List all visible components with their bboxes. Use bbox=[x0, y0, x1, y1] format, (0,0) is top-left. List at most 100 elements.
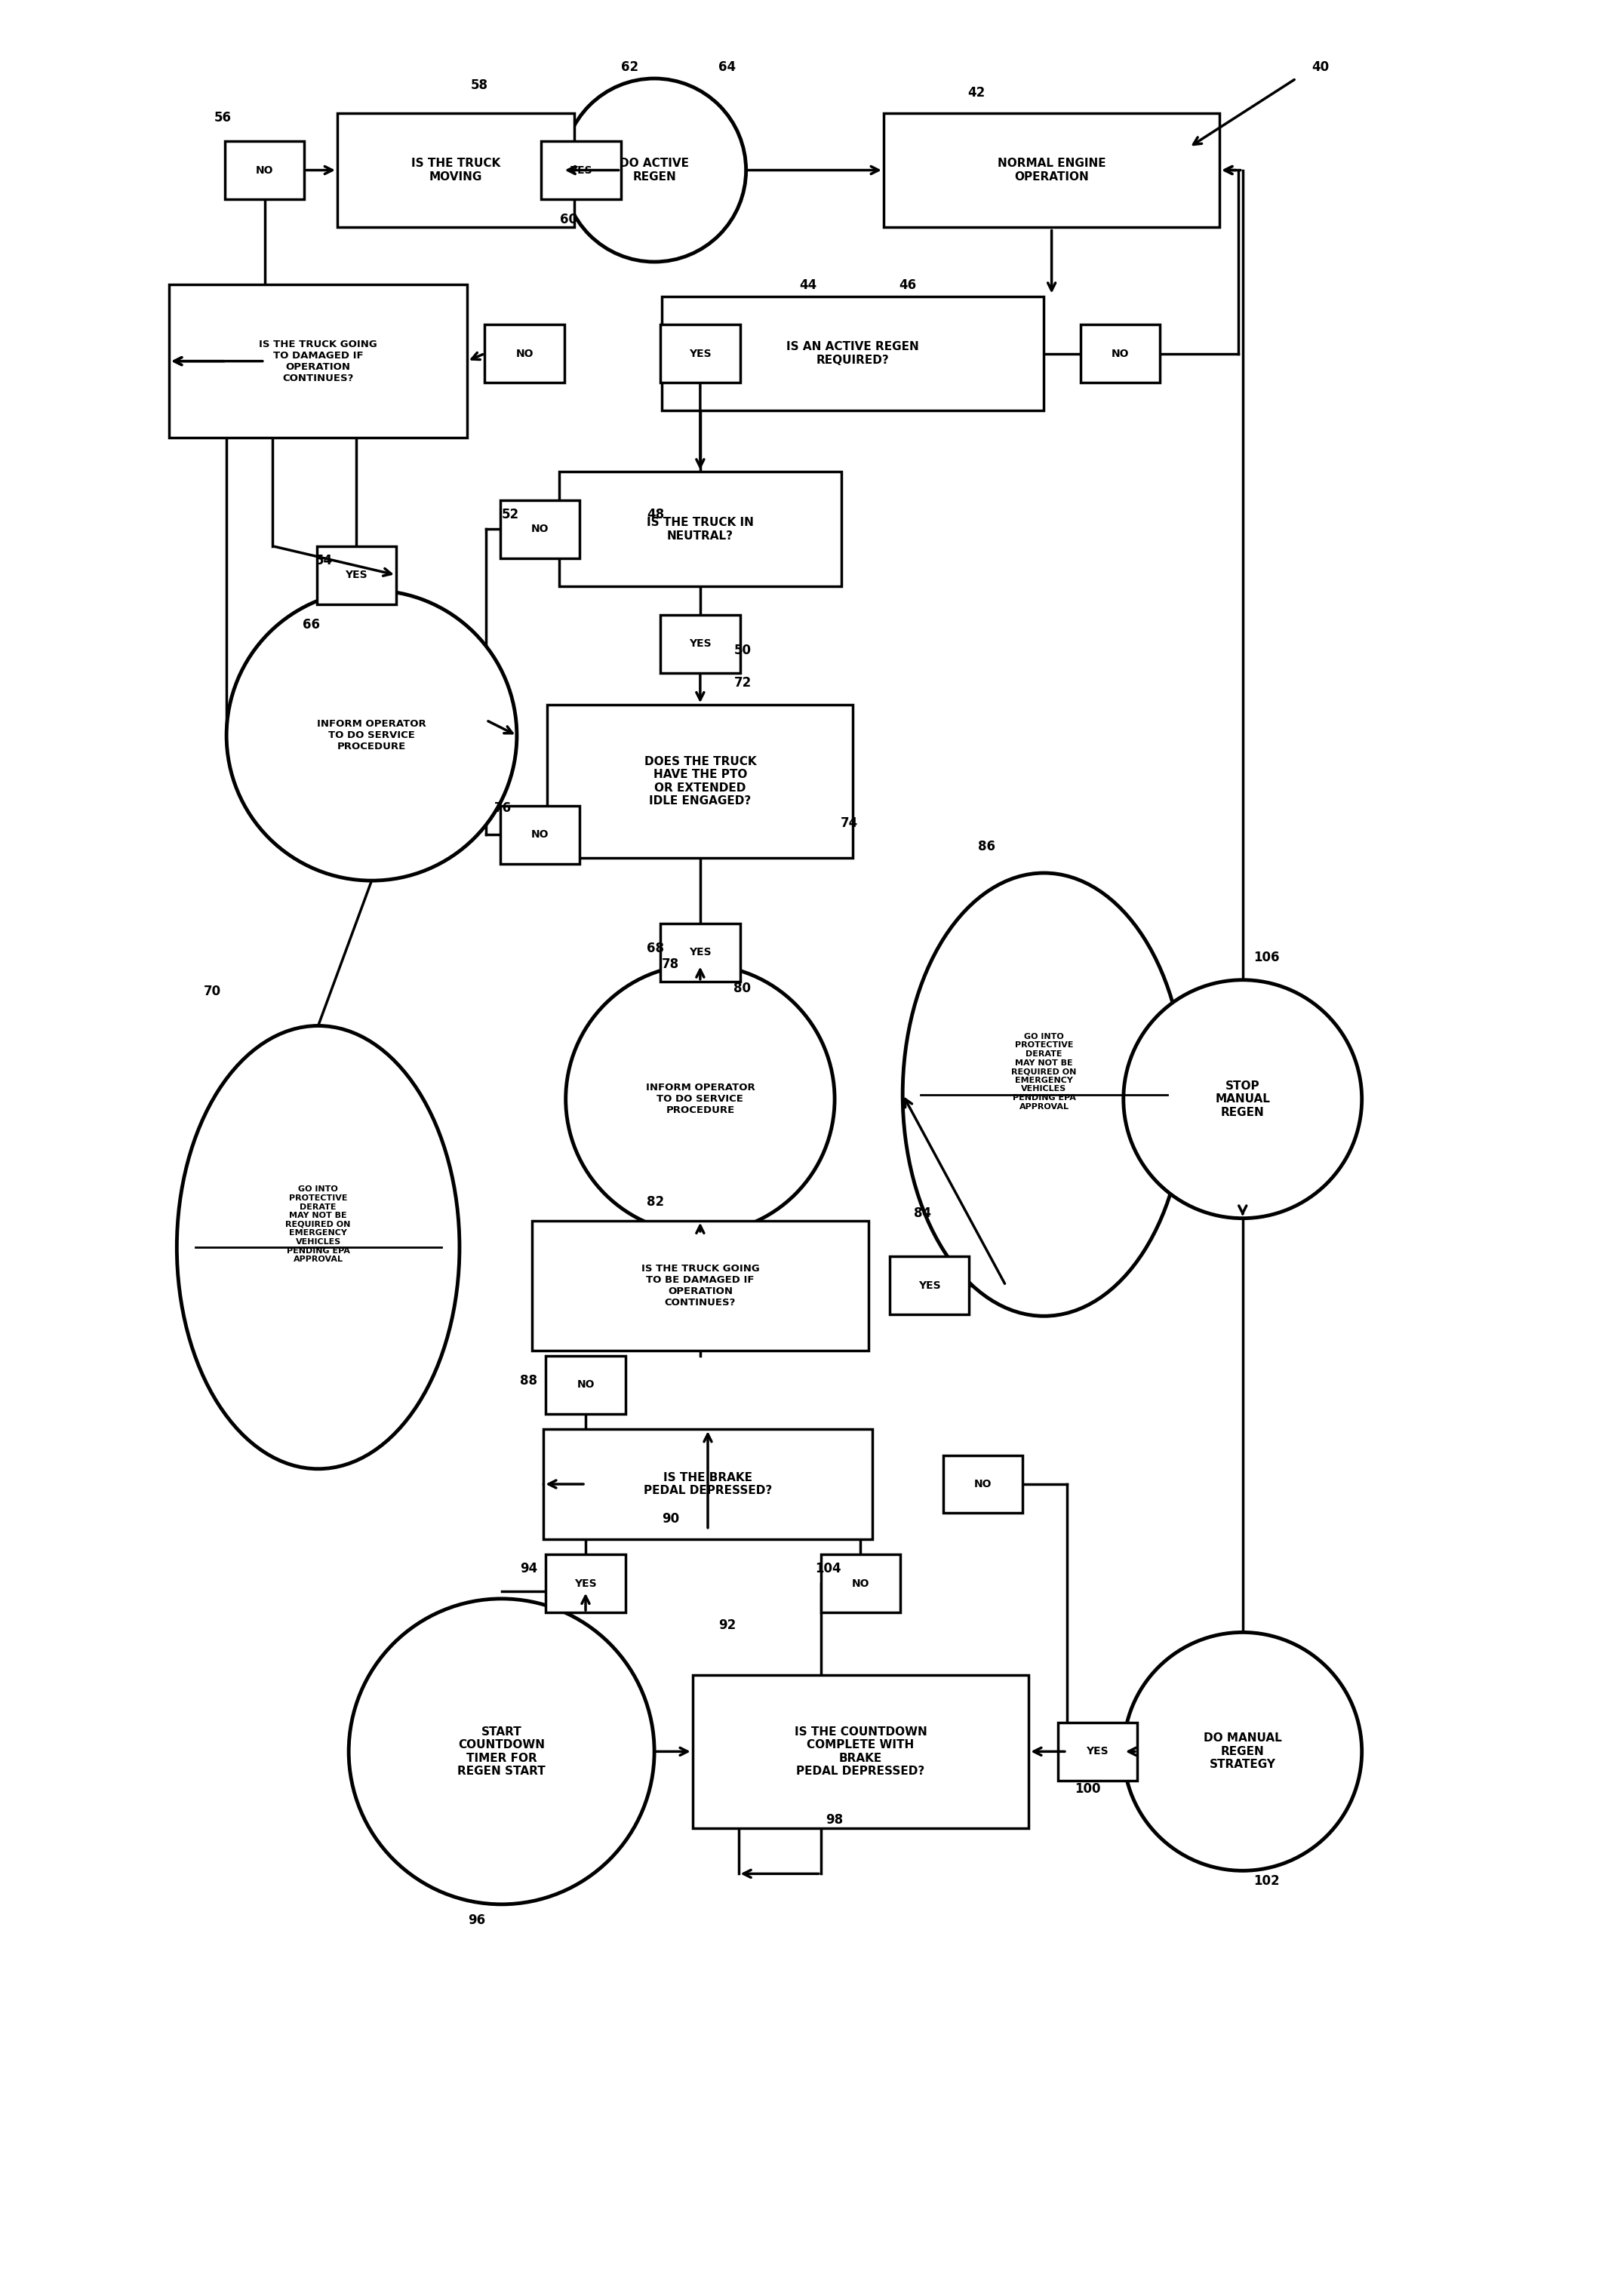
Text: NO: NO bbox=[515, 349, 534, 358]
Text: 48: 48 bbox=[646, 507, 664, 521]
Text: YES: YES bbox=[689, 349, 712, 358]
Text: IS THE TRUCK GOING
TO BE DAMAGED IF
OPERATION
CONTINUES?: IS THE TRUCK GOING TO BE DAMAGED IF OPER… bbox=[641, 1263, 760, 1306]
Text: GO INTO
PROTECTIVE
DERATE
MAY NOT BE
REQUIRED ON
EMERGENCY
VEHICLES
PENDING EPA
: GO INTO PROTECTIVE DERATE MAY NOT BE REQ… bbox=[286, 1185, 350, 1263]
Text: 80: 80 bbox=[734, 983, 752, 994]
Text: NO: NO bbox=[852, 1577, 870, 1589]
Bar bbox=[662, 296, 1044, 411]
Text: 60: 60 bbox=[560, 214, 577, 227]
Text: START
COUNTDOWN
TIMER FOR
REGEN START: START COUNTDOWN TIMER FOR REGEN START bbox=[457, 1727, 545, 1777]
Bar bbox=[317, 546, 397, 604]
Text: 44: 44 bbox=[800, 278, 817, 292]
Text: 64: 64 bbox=[718, 60, 736, 73]
Text: 102: 102 bbox=[1254, 1874, 1279, 1887]
Text: 100: 100 bbox=[1075, 1782, 1100, 1795]
Text: 74: 74 bbox=[841, 817, 859, 831]
Bar bbox=[169, 285, 467, 439]
Text: NO: NO bbox=[531, 829, 548, 840]
Text: 84: 84 bbox=[915, 1205, 932, 1219]
Bar bbox=[660, 923, 740, 980]
Text: YES: YES bbox=[689, 948, 712, 957]
Bar bbox=[547, 705, 852, 859]
Text: NO: NO bbox=[974, 1479, 991, 1490]
Circle shape bbox=[1124, 1632, 1362, 1871]
Text: 62: 62 bbox=[620, 60, 638, 73]
Text: INFORM OPERATOR
TO DO SERVICE
PROCEDURE: INFORM OPERATOR TO DO SERVICE PROCEDURE bbox=[317, 719, 427, 751]
Text: 50: 50 bbox=[734, 643, 752, 657]
Text: IS THE TRUCK
MOVING: IS THE TRUCK MOVING bbox=[411, 158, 500, 181]
Circle shape bbox=[566, 964, 835, 1233]
Text: NO: NO bbox=[1111, 349, 1129, 358]
Text: STOP
MANUAL
REGEN: STOP MANUAL REGEN bbox=[1215, 1081, 1270, 1118]
Text: 78: 78 bbox=[662, 957, 680, 971]
Ellipse shape bbox=[177, 1026, 459, 1469]
Text: 70: 70 bbox=[203, 985, 221, 999]
Text: 76: 76 bbox=[494, 801, 512, 815]
Text: NO: NO bbox=[256, 165, 273, 174]
Text: 98: 98 bbox=[825, 1814, 843, 1825]
Bar bbox=[540, 140, 620, 200]
Text: DOES THE TRUCK
HAVE THE PTO
OR EXTENDED
IDLE ENGAGED?: DOES THE TRUCK HAVE THE PTO OR EXTENDED … bbox=[644, 755, 756, 806]
Text: 40: 40 bbox=[1311, 60, 1329, 73]
Bar bbox=[1081, 324, 1161, 383]
Text: YES: YES bbox=[918, 1281, 940, 1290]
Text: 86: 86 bbox=[979, 840, 996, 854]
Bar bbox=[692, 1676, 1028, 1828]
Text: IS THE COUNTDOWN
COMPLETE WITH
BRAKE
PEDAL DEPRESSED?: IS THE COUNTDOWN COMPLETE WITH BRAKE PED… bbox=[795, 1727, 927, 1777]
Bar bbox=[544, 1428, 871, 1538]
Circle shape bbox=[563, 78, 747, 262]
Text: 96: 96 bbox=[469, 1913, 486, 1926]
Text: 104: 104 bbox=[815, 1561, 841, 1575]
Circle shape bbox=[227, 590, 516, 882]
Text: 56: 56 bbox=[214, 110, 232, 124]
Text: 90: 90 bbox=[662, 1511, 680, 1525]
Bar bbox=[500, 501, 579, 558]
Text: YES: YES bbox=[345, 569, 368, 581]
Text: 82: 82 bbox=[646, 1196, 664, 1210]
Text: 46: 46 bbox=[899, 278, 916, 292]
Bar bbox=[660, 324, 740, 383]
Text: DO MANUAL
REGEN
STRATEGY: DO MANUAL REGEN STRATEGY bbox=[1204, 1733, 1282, 1770]
Text: INFORM OPERATOR
TO DO SERVICE
PROCEDURE: INFORM OPERATOR TO DO SERVICE PROCEDURE bbox=[646, 1084, 755, 1116]
Text: NO: NO bbox=[577, 1380, 595, 1389]
Text: 42: 42 bbox=[967, 87, 985, 99]
Bar bbox=[660, 615, 740, 673]
Text: NORMAL ENGINE
OPERATION: NORMAL ENGINE OPERATION bbox=[998, 158, 1107, 181]
Text: GO INTO
PROTECTIVE
DERATE
MAY NOT BE
REQUIRED ON
EMERGENCY
VEHICLES
PENDING EPA
: GO INTO PROTECTIVE DERATE MAY NOT BE REQ… bbox=[1012, 1033, 1076, 1111]
Text: YES: YES bbox=[569, 165, 592, 174]
Ellipse shape bbox=[903, 872, 1185, 1316]
Text: 66: 66 bbox=[302, 618, 320, 631]
Bar bbox=[884, 113, 1220, 227]
Bar bbox=[558, 473, 841, 585]
Bar bbox=[500, 806, 579, 863]
Text: DO ACTIVE
REGEN: DO ACTIVE REGEN bbox=[620, 158, 689, 181]
Bar bbox=[545, 1554, 625, 1612]
Text: 52: 52 bbox=[502, 507, 520, 521]
Text: YES: YES bbox=[689, 638, 712, 650]
Bar bbox=[889, 1256, 969, 1316]
Text: 94: 94 bbox=[520, 1561, 537, 1575]
Bar bbox=[484, 324, 564, 383]
Text: 92: 92 bbox=[718, 1619, 736, 1632]
Text: 88: 88 bbox=[520, 1375, 537, 1387]
Circle shape bbox=[349, 1598, 654, 1903]
Text: 58: 58 bbox=[472, 78, 488, 92]
Bar bbox=[337, 113, 574, 227]
Bar bbox=[820, 1554, 900, 1612]
Text: YES: YES bbox=[574, 1577, 596, 1589]
Bar bbox=[532, 1221, 868, 1350]
Text: 54: 54 bbox=[315, 553, 333, 567]
Text: IS THE TRUCK IN
NEUTRAL?: IS THE TRUCK IN NEUTRAL? bbox=[646, 517, 753, 542]
Text: 72: 72 bbox=[734, 675, 752, 689]
Text: IS THE TRUCK GOING
TO DAMAGED IF
OPERATION
CONTINUES?: IS THE TRUCK GOING TO DAMAGED IF OPERATI… bbox=[259, 340, 377, 383]
Circle shape bbox=[1124, 980, 1362, 1219]
Text: 106: 106 bbox=[1254, 951, 1279, 964]
Bar bbox=[943, 1456, 1023, 1513]
Text: NO: NO bbox=[531, 523, 548, 535]
Text: IS AN ACTIVE REGEN
REQUIRED?: IS AN ACTIVE REGEN REQUIRED? bbox=[787, 342, 919, 365]
Bar bbox=[545, 1357, 625, 1414]
Bar bbox=[225, 140, 304, 200]
Bar bbox=[1059, 1722, 1137, 1779]
Text: IS THE BRAKE
PEDAL DEPRESSED?: IS THE BRAKE PEDAL DEPRESSED? bbox=[643, 1472, 772, 1497]
Text: YES: YES bbox=[1086, 1747, 1108, 1756]
Text: 68: 68 bbox=[646, 941, 664, 955]
